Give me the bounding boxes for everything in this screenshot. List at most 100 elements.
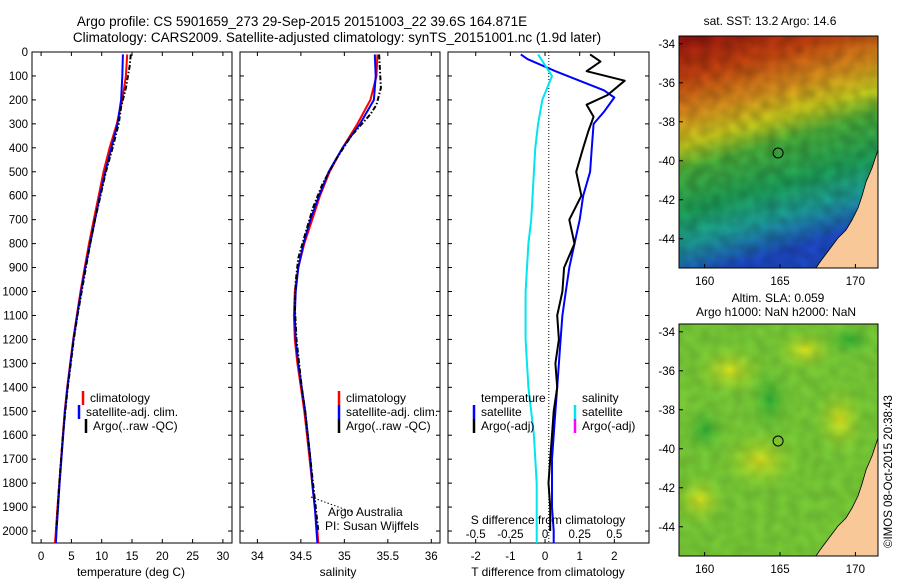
legend-heading-salinity: salinity: [582, 391, 619, 405]
x-tick-label: 1: [576, 551, 582, 563]
s-tick-label: -0.25: [497, 529, 523, 541]
y-tick-label: 1100: [3, 310, 28, 322]
x-tick-label: 10: [95, 551, 108, 563]
y-tick-label: 100: [9, 71, 28, 83]
sst-land: [815, 149, 878, 268]
legend-label-climatology: climatology: [346, 391, 406, 405]
y-tick-label: 1500: [2, 406, 28, 418]
argo-position-marker: [772, 147, 784, 159]
salinity-legend: climatology satellite-adj. clim. Argo(..…: [337, 391, 438, 433]
lat-tick-label: -38: [658, 117, 675, 129]
lat-tick-label: -38: [658, 405, 675, 417]
series-line-satellite-adj-clim: [293, 54, 377, 544]
temperature-difference-label: T difference from climatology: [471, 565, 625, 579]
lon-tick-label: 160: [695, 564, 714, 576]
annotation-pi: PI: Susan Wijffels: [325, 519, 419, 533]
y-tick-label: 1200: [2, 334, 28, 346]
y-tick-label: 1800: [2, 478, 28, 490]
lat-tick-label: -34: [658, 327, 675, 339]
x-tick-label: 25: [186, 551, 199, 563]
salinity-xlabel: salinity: [320, 565, 357, 579]
series-line-climatology: [292, 54, 379, 544]
sla-map-title-2: Argo h1000: NaN h2000: NaN: [696, 305, 856, 319]
y-tick-label: 2000: [2, 526, 28, 538]
sla-land: [815, 437, 878, 556]
sst-map-frame: [678, 35, 879, 269]
x-tick-label: 20: [156, 551, 169, 563]
imos-credit: ©IMOS 08-Oct-2015 20:38:43: [883, 395, 895, 548]
legend-label-argo: Argo(..raw -QC): [346, 419, 431, 433]
y-tick-label: 1000: [2, 287, 28, 299]
s-tick-label: 0.5: [606, 529, 622, 541]
lon-tick-label: 165: [770, 276, 789, 288]
y-tick-label: 900: [9, 263, 28, 275]
title-line-2: Climatology: CARS2009. Satellite-adjuste…: [73, 30, 601, 45]
lat-tick-label: -40: [658, 444, 675, 456]
temperature-panel: 0100200300400500600700800900100011001200…: [2, 47, 233, 579]
x-tick-label: 35: [338, 551, 351, 563]
s-tick-label: 0.25: [568, 529, 590, 541]
x-tick-label: 34.5: [290, 551, 312, 563]
lon-tick-label: 160: [695, 276, 714, 288]
y-tick-label: 700: [9, 215, 28, 227]
x-tick-label: 34: [251, 551, 264, 563]
s-tick-label: -0.5: [466, 529, 486, 541]
annotation-argo-australia: Argo Australia: [328, 505, 403, 519]
sla-map-title-1: Altim. SLA: 0.059: [732, 291, 825, 305]
salinity-difference-label: S difference from climatology: [471, 513, 626, 527]
y-tick-label: 1400: [2, 382, 28, 394]
lat-tick-label: -44: [658, 234, 675, 246]
x-tick-label: 35.5: [377, 551, 399, 563]
lat-tick-label: -42: [658, 195, 675, 207]
lon-tick-label: 165: [770, 564, 789, 576]
temperature-axes-frame: [31, 51, 233, 544]
title-line-1: Argo profile: CS 5901659_273 29-Sep-2015…: [77, 14, 527, 29]
x-tick-label: 0: [542, 551, 548, 563]
legend-label-satellite-adj: satellite-adj. clim.: [86, 405, 178, 419]
legend-label-satellite-adj: satellite-adj. clim.: [346, 405, 438, 419]
lon-tick-label: 170: [846, 564, 865, 576]
x-tick-label: 0: [38, 551, 44, 563]
y-tick-label: 0: [22, 47, 28, 59]
x-tick-label: 2: [611, 551, 617, 563]
y-tick-label: 1900: [2, 502, 28, 514]
series-line-argo-adj: [547, 53, 626, 531]
y-tick-label: 400: [9, 143, 28, 155]
sla-field-texture: [679, 324, 878, 556]
salinity-panel: 34 34.5 35 35.5 36 climatology satellite-adj…: [239, 51, 441, 579]
sst-map: sat. SST: 13.2 Argo: 14.6 160 165 170 -34 -3…: [658, 14, 879, 288]
legend-label-t-satellite: satellite: [481, 405, 522, 419]
lat-tick-label: -36: [658, 78, 675, 90]
temperature-legend: climatology satellite-adj. clim. Argo(..…: [77, 391, 178, 433]
salinity-axes-frame: [239, 51, 441, 544]
sla-map-frame: [678, 323, 879, 557]
annotation-leader-line: [310, 496, 353, 513]
y-tick-label: 200: [9, 95, 28, 107]
difference-panel: -2 -1 0 1 2 -0.5 -0.25 0 0.25 0.5 temperature sat…: [447, 51, 650, 579]
series-line-satellite: [520, 53, 616, 543]
y-tick-label: 500: [9, 167, 28, 179]
legend-label-t-argo: Argo(-adj): [481, 419, 534, 433]
x-tick-label: 30: [217, 551, 230, 563]
series-line-argo-raw-qc: [55, 54, 132, 532]
y-tick-label: 1300: [2, 358, 28, 370]
sst-field-texture: [679, 36, 878, 268]
lon-tick-label: 170: [846, 276, 865, 288]
difference-legend: temperature satellite Argo(-adj) salinit…: [472, 391, 635, 433]
lat-tick-label: -44: [658, 522, 675, 534]
legend-label-s-argo: Argo(-adj): [582, 419, 635, 433]
lat-tick-label: -42: [658, 483, 675, 495]
y-tick-label: 800: [9, 239, 28, 251]
argo-position-marker: [772, 435, 784, 447]
x-tick-label: -1: [505, 551, 515, 563]
y-tick-label: 1600: [2, 430, 28, 442]
temperature-xlabel: temperature (deg C): [77, 565, 185, 579]
x-tick-label: -2: [471, 551, 481, 563]
x-tick-label: 15: [126, 551, 139, 563]
sla-map: Altim. SLA: 0.059 Argo h1000: NaN h2000:…: [658, 291, 879, 576]
y-tick-label: 1700: [2, 454, 28, 466]
series-line-satellite: [524, 53, 553, 543]
y-tick-label: 300: [9, 119, 28, 131]
legend-label-s-satellite: satellite: [582, 405, 623, 419]
